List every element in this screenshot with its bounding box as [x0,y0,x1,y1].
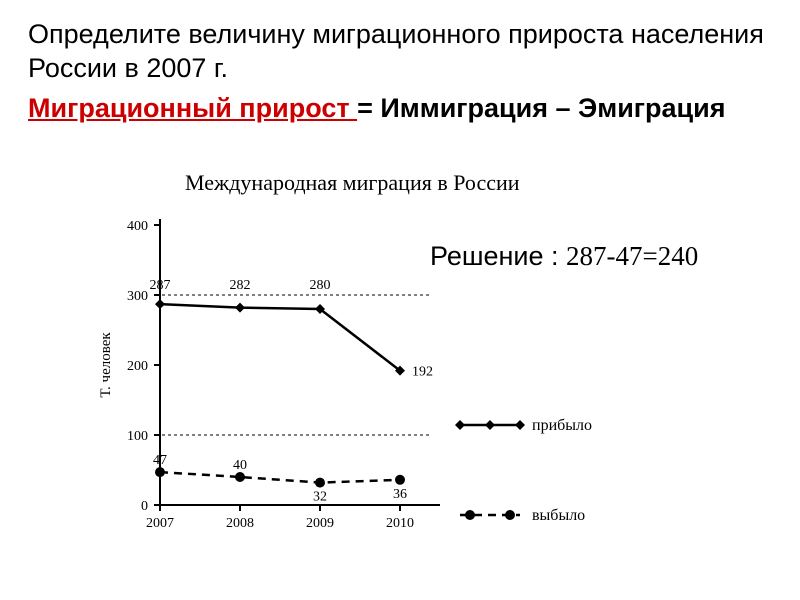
svg-text:47: 47 [153,453,167,468]
svg-text:40: 40 [233,458,247,473]
svg-text:282: 282 [230,278,251,293]
chart-subtitle: Международная миграция в России [185,170,520,196]
svg-text:400: 400 [127,219,148,234]
svg-text:192: 192 [412,365,433,380]
svg-text:32: 32 [313,490,327,505]
svg-text:2007: 2007 [146,516,174,531]
formula: Миграционный прирост = Иммиграция – Эмиг… [28,92,772,126]
task-title: Определите величину миграционного прирос… [28,18,772,86]
svg-text:2008: 2008 [226,516,254,531]
svg-text:2009: 2009 [306,516,334,531]
svg-text:0: 0 [141,499,148,514]
svg-text:выбыло: выбыло [532,507,585,524]
svg-text:36: 36 [393,487,407,502]
svg-text:300: 300 [127,289,148,304]
svg-text:2010: 2010 [386,516,414,531]
formula-term-migration: Миграционный прирост [28,93,357,123]
svg-text:200: 200 [127,359,148,374]
svg-text:Т. человек: Т. человек [98,332,114,398]
svg-text:287: 287 [150,278,171,293]
svg-text:100: 100 [127,429,148,444]
migration-chart: 0 100 200 300 400 2007 2008 2009 2010 Т. человек 2… [80,195,640,555]
svg-text:прибыло: прибыло [532,417,592,434]
svg-text:280: 280 [310,278,331,293]
formula-rest: = Иммиграция – Эмиграция [357,93,725,123]
